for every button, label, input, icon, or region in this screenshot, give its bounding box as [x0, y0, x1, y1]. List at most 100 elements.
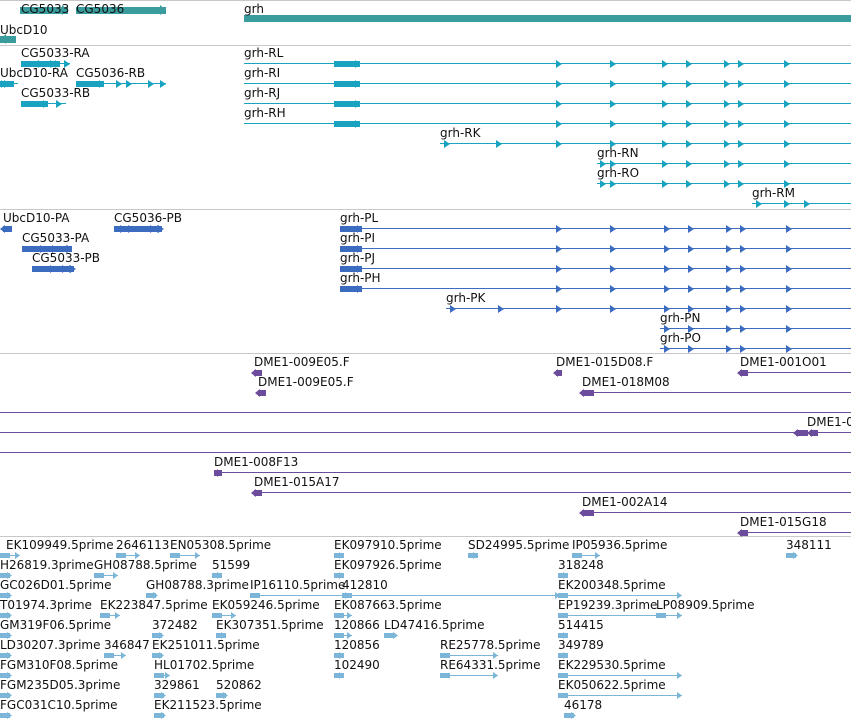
ests-label-gh08788-5prime[interactable]: GH08788.5prime: [94, 558, 197, 572]
ests-label-re25778-5prime[interactable]: RE25778.5prime: [440, 638, 541, 652]
transcripts-label-grh-rn[interactable]: grh-RN: [597, 146, 639, 160]
ests-label-ip16110-5prime[interactable]: IP16110.5prime: [250, 578, 346, 592]
ests-label-318248[interactable]: 318248: [558, 558, 604, 572]
ests-label-ek097926-5prime[interactable]: EK097926.5prime: [334, 558, 442, 572]
ests-label-gm319f06-5prime[interactable]: GM319F06.5prime: [0, 618, 112, 632]
ests-label-ek059246-5prime[interactable]: EK059246.5prime: [212, 598, 320, 612]
ests-label-t01974-3prime[interactable]: T01974.3prime: [0, 598, 92, 612]
ests-label-ep19239-3prime[interactable]: EP19239.3prime: [558, 598, 658, 612]
clones-label-dme1-002a14[interactable]: DME1-002A14: [582, 495, 668, 509]
clones-label-dme1-009e05-f[interactable]: DME1-009E05.F: [254, 355, 350, 369]
transcripts-label-grh-ri[interactable]: grh-RI: [244, 66, 281, 80]
clones-label-dme1-018m08[interactable]: DME1-018M08: [582, 375, 670, 389]
clones-label-dme1-009e05-f[interactable]: DME1-009E05.F: [258, 375, 354, 389]
ests-label-329861[interactable]: 329861: [154, 678, 200, 692]
proteins-label-cg5033-pb[interactable]: CG5033-PB: [32, 251, 101, 265]
ests-label-120856[interactable]: 120856: [334, 638, 380, 652]
ests-label-ip05936-5prime[interactable]: IP05936.5prime: [572, 538, 668, 552]
clones-label-dme1-008f13[interactable]: DME1-008F13: [214, 455, 299, 469]
transcripts-label-grh-rl[interactable]: grh-RL: [244, 46, 284, 60]
ests-label-ek097910-5prime[interactable]: EK097910.5prime: [334, 538, 442, 552]
transcripts-label-grh-rm[interactable]: grh-RM: [752, 186, 795, 200]
ests-label-ek223847-5prime[interactable]: EK223847.5prime: [100, 598, 208, 612]
ests-label-hl01702-5prime[interactable]: HL01702.5prime: [154, 658, 255, 672]
proteins-label-cg5033-pa[interactable]: CG5033-PA: [22, 231, 90, 245]
ests-label-ld47416-5prime[interactable]: LD47416.5prime: [384, 618, 485, 632]
ests-label-46178[interactable]: 46178: [564, 698, 603, 712]
ests-label-ld30207-3prime[interactable]: LD30207.3prime: [0, 638, 101, 652]
proteins-label-grh-pj[interactable]: grh-PJ: [340, 251, 376, 265]
ests-label-ek200348-5prime[interactable]: EK200348.5prime: [558, 578, 666, 592]
ests-label-ek087663-5prime[interactable]: EK087663.5prime: [334, 598, 442, 612]
transcripts-label-grh-ro[interactable]: grh-RO: [597, 166, 640, 180]
genes-label-cg5033[interactable]: CG5033: [21, 2, 70, 16]
ests-label-520862[interactable]: 520862: [216, 678, 262, 692]
proteins-label-grh-ph[interactable]: grh-PH: [340, 271, 381, 285]
ests-label-ek109949-5prime[interactable]: EK109949.5prime: [6, 538, 114, 552]
ests-label-en05308-5prime[interactable]: EN05308.5prime: [170, 538, 272, 552]
ests-label-ek307351-5prime[interactable]: EK307351.5prime: [216, 618, 324, 632]
proteins-label-grh-po[interactable]: grh-PO: [660, 331, 701, 345]
clones-label-dme1-0[interactable]: DME1-0: [807, 415, 851, 429]
proteins-label-grh-pl[interactable]: grh-PL: [340, 211, 379, 225]
ests-label-102490[interactable]: 102490: [334, 658, 380, 672]
ests-label-sd24995-5prime[interactable]: SD24995.5prime: [468, 538, 570, 552]
ests-label-fgm235d05-3prime[interactable]: FGM235D05.3prime: [0, 678, 121, 692]
ests-label-fgc031c10-5prime[interactable]: FGC031C10.5prime: [0, 698, 118, 712]
ests-label-2646113[interactable]: 2646113: [116, 538, 170, 552]
clones-label-dme1-015g18[interactable]: DME1-015G18: [740, 515, 827, 529]
proteins-label-cg5036-pb[interactable]: CG5036-PB: [114, 211, 183, 225]
proteins-label-grh-pk[interactable]: grh-PK: [446, 291, 486, 305]
ests-label-348111[interactable]: 348111: [786, 538, 832, 552]
ests-label-412810[interactable]: 412810: [342, 578, 388, 592]
clones-label-dme1-001o01[interactable]: DME1-001O01: [740, 355, 827, 369]
transcripts-label-grh-rj[interactable]: grh-RJ: [244, 86, 281, 100]
ests-label-h26819-3prime[interactable]: H26819.3prime: [0, 558, 94, 572]
genes-label-grh[interactable]: grh: [244, 2, 264, 16]
ests-label-346847[interactable]: 346847: [104, 638, 150, 652]
ests-label-ek050622-5prime[interactable]: EK050622.5prime: [558, 678, 666, 692]
transcripts-label-ubcd10-ra[interactable]: UbcD10-RA: [0, 66, 68, 80]
ests-label-gc026d01-5prime[interactable]: GC026D01.5prime: [0, 578, 112, 592]
ests-label-gh08788-3prime[interactable]: GH08788.3prime: [146, 578, 249, 592]
ests-label-lp08909-5prime[interactable]: LP08909.5prime: [656, 598, 755, 612]
genes-label-cg5036[interactable]: CG5036: [76, 2, 125, 16]
ests-label-ek229530-5prime[interactable]: EK229530.5prime: [558, 658, 666, 672]
transcripts-label-grh-rk[interactable]: grh-RK: [440, 126, 481, 140]
proteins-label-grh-pi[interactable]: grh-PI: [340, 231, 376, 245]
genes-label-ubcd10[interactable]: UbcD10: [0, 23, 48, 37]
